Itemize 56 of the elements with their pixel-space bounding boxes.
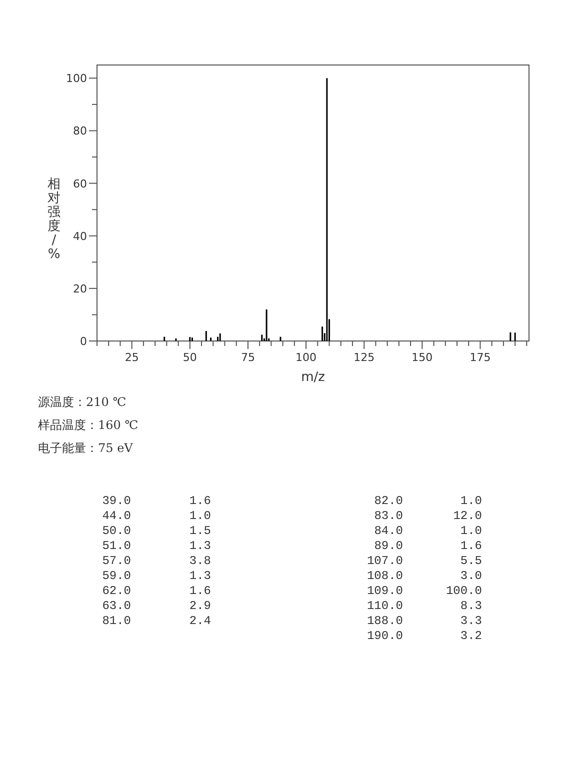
- text: 1.0: [460, 524, 482, 538]
- text: 62.0: [102, 584, 131, 598]
- text: 110.0: [366, 599, 403, 613]
- text: 57.0: [102, 554, 131, 568]
- text: 样品温度：160 ℃: [38, 418, 138, 432]
- text: 3.0: [460, 569, 482, 583]
- text: 1.0: [460, 494, 482, 508]
- y-tick-label: 60: [73, 177, 87, 190]
- x-tick-label: 125: [354, 351, 375, 364]
- x-axis-title: m/z: [301, 370, 326, 385]
- text: 1.0: [189, 509, 211, 523]
- text: 84.0: [374, 524, 403, 538]
- text: 1.6: [460, 539, 482, 553]
- text: 12.0: [453, 509, 482, 523]
- text: 109.0: [366, 584, 403, 598]
- text: 5.5: [460, 554, 482, 568]
- y-tick-label: 20: [73, 282, 87, 296]
- text: 1.5: [189, 524, 211, 538]
- y-tick-label: 100: [66, 72, 87, 86]
- text: 1.3: [189, 569, 211, 583]
- text: 100.0: [446, 584, 482, 598]
- text: 108.0: [366, 569, 403, 583]
- text: 89.0: [374, 539, 403, 553]
- text: 81.0: [102, 614, 131, 628]
- text: 3.3: [460, 614, 482, 628]
- text: 3.2: [460, 629, 482, 643]
- y-tick-label: 40: [73, 230, 87, 243]
- text: 1.6: [189, 494, 211, 508]
- x-tick-label: 75: [240, 351, 255, 364]
- text: 1.3: [189, 539, 211, 553]
- y-axis-title: 相对强度/%: [48, 177, 60, 262]
- text: 190.0: [366, 629, 403, 643]
- x-tick-label: 100: [296, 351, 317, 364]
- text: 源温度：210 ℃: [38, 395, 126, 409]
- text: 188.0: [366, 614, 403, 628]
- text: 2.9: [189, 599, 211, 613]
- text: 51.0: [102, 539, 131, 553]
- text: 107.0: [366, 554, 403, 568]
- text: 电子能量：75 eV: [38, 441, 134, 455]
- text: 2.4: [189, 614, 211, 628]
- x-tick-label: 175: [470, 351, 491, 364]
- x-tick-label: 25: [124, 351, 139, 364]
- y-tick-label: 0: [80, 335, 87, 348]
- text: 39.0: [102, 494, 131, 508]
- text: 3.8: [189, 554, 211, 568]
- x-tick-label: 50: [182, 351, 197, 364]
- text: 8.3: [460, 599, 482, 613]
- x-tick-label: 150: [412, 351, 433, 364]
- text: 63.0: [102, 599, 131, 613]
- text: 83.0: [374, 509, 403, 523]
- y-tick-label: 80: [73, 124, 87, 138]
- text: 82.0: [374, 494, 403, 508]
- text: 44.0: [102, 509, 131, 523]
- text: 50.0: [102, 524, 131, 538]
- text: 59.0: [102, 569, 131, 583]
- text: 1.6: [189, 584, 211, 598]
